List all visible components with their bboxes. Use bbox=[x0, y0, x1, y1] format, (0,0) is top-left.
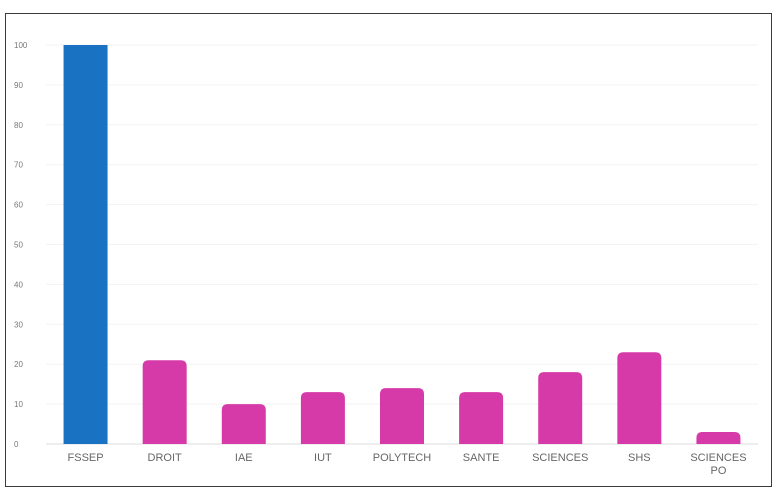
y-tick-label: 100 bbox=[14, 41, 28, 50]
x-category-label: DROIT bbox=[148, 452, 183, 464]
bar-chart: 0 10 20 30 40 50 60 70 80 90 100 FSSEP DROIT IAE IUT P… bbox=[14, 41, 758, 477]
y-tick-label: 30 bbox=[14, 320, 23, 329]
x-category-label: SANTE bbox=[463, 452, 500, 464]
y-tick-label: 20 bbox=[14, 360, 23, 369]
y-tick-label: 0 bbox=[14, 440, 19, 449]
chart-frame: 0 10 20 30 40 50 60 70 80 90 100 FSSEP DROIT IAE IUT P… bbox=[5, 13, 772, 487]
y-tick-label: 50 bbox=[14, 241, 23, 250]
bar-sciences-po[interactable] bbox=[696, 432, 741, 444]
x-category-label: POLYTECH bbox=[373, 452, 432, 464]
y-tick-label: 60 bbox=[14, 201, 23, 210]
bars bbox=[63, 45, 741, 444]
bar-fssep[interactable] bbox=[63, 45, 108, 444]
y-tick-label: 90 bbox=[14, 81, 23, 90]
bar-droit[interactable] bbox=[142, 360, 187, 444]
bar-sante[interactable] bbox=[459, 392, 504, 444]
bar-shs[interactable] bbox=[617, 352, 662, 444]
y-tick-label: 10 bbox=[14, 400, 23, 409]
x-category-label: FSSEP bbox=[68, 452, 104, 464]
x-category-label: IAE bbox=[235, 452, 253, 464]
bar-iut[interactable] bbox=[300, 392, 345, 444]
x-category-label: IUT bbox=[314, 452, 332, 464]
y-tick-label: 70 bbox=[14, 161, 23, 170]
bar-sciences[interactable] bbox=[538, 372, 583, 444]
y-tick-label: 80 bbox=[14, 121, 23, 130]
y-tick-label: 40 bbox=[14, 280, 23, 289]
y-axis-ticks: 0 10 20 30 40 50 60 70 80 90 100 bbox=[14, 41, 28, 449]
bar-iae[interactable] bbox=[221, 404, 266, 444]
x-category-label: SHS bbox=[628, 452, 651, 464]
bar-polytech[interactable] bbox=[380, 388, 424, 444]
x-axis-labels: FSSEP DROIT IAE IUT POLYTECH SANTE SCIENCES SHS… bbox=[68, 452, 747, 477]
x-category-label: SCIENCES PO bbox=[690, 452, 746, 477]
x-category-label: SCIENCES bbox=[532, 452, 588, 464]
